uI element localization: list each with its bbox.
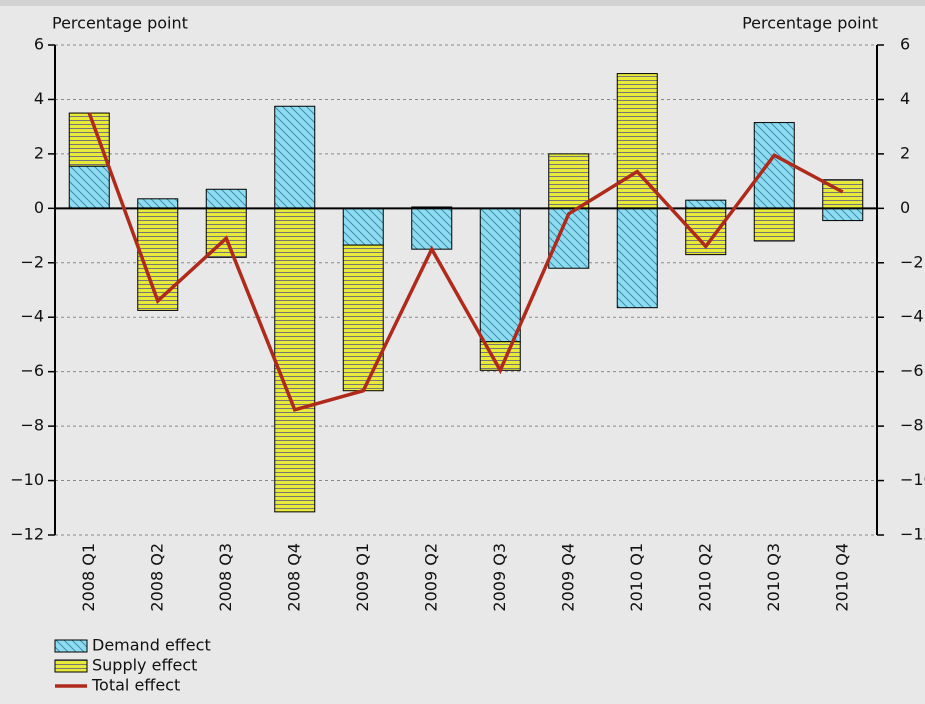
y2-tick-label: 4 — [900, 89, 910, 108]
x-tick-label: 2009 Q1 — [353, 543, 372, 612]
bar — [411, 207, 453, 250]
bar — [616, 207, 658, 309]
y-tick-label: −2 — [20, 252, 44, 271]
y2-tick-label: −10 — [900, 470, 925, 489]
y-tick-label: 4 — [34, 89, 44, 108]
x-tick-label: 2010 Q4 — [832, 543, 851, 612]
bar — [274, 207, 316, 513]
bar — [342, 207, 384, 246]
bar — [685, 199, 727, 209]
bar — [548, 207, 590, 269]
legend-swatch — [54, 659, 88, 673]
bar — [68, 112, 110, 167]
legend-swatch — [54, 639, 88, 653]
y2-tick-label: 0 — [900, 198, 910, 217]
y-tick-label: −8 — [20, 416, 44, 435]
y2-tick-label: −6 — [900, 361, 924, 380]
y-tick-label: −6 — [20, 361, 44, 380]
y2-tick-label: −4 — [900, 307, 924, 326]
legend-label: Demand effect — [92, 636, 211, 655]
x-tick-label: 2009 Q4 — [558, 543, 577, 612]
legend-label: Total effect — [91, 676, 180, 695]
y-tick-label: −10 — [10, 470, 44, 489]
y-tick-label: −4 — [20, 307, 44, 326]
y-tick-label: −12 — [10, 525, 44, 544]
x-tick-label: 2008 Q3 — [216, 543, 235, 612]
y-tick-label: 6 — [34, 35, 44, 54]
bar — [137, 198, 179, 209]
x-tick-label: 2009 Q3 — [490, 543, 509, 612]
bar — [274, 105, 316, 209]
y-tick-label: 0 — [34, 198, 44, 217]
bar — [205, 188, 247, 209]
x-tick-label: 2010 Q3 — [764, 543, 783, 612]
bar — [753, 122, 795, 209]
x-tick-label: 2010 Q1 — [627, 543, 646, 612]
line — [87, 112, 844, 412]
bar — [68, 165, 110, 209]
bar — [548, 153, 590, 209]
x-tick-label: 2008 Q4 — [284, 543, 303, 612]
x-tick-label: 2008 Q1 — [79, 543, 98, 612]
legend-label: Supply effect — [92, 656, 197, 675]
bar — [822, 207, 864, 222]
y2-tick-label: −2 — [900, 252, 924, 271]
y2-axis-label: Percentage point — [742, 14, 878, 33]
x-tick-label: 2010 Q2 — [695, 543, 714, 612]
y2-tick-label: 2 — [900, 143, 910, 162]
bar — [342, 244, 384, 392]
x-tick-label: 2008 Q2 — [147, 543, 166, 612]
bar — [753, 207, 795, 242]
bar — [479, 207, 521, 343]
x-tick-label: 2009 Q2 — [421, 543, 440, 612]
y-tick-label: 2 — [34, 143, 44, 162]
y2-tick-label: −8 — [900, 416, 924, 435]
y-axis-label: Percentage point — [52, 14, 188, 33]
top-band — [0, 0, 925, 6]
y2-tick-label: −12 — [900, 525, 925, 544]
y2-tick-label: 6 — [900, 35, 910, 54]
